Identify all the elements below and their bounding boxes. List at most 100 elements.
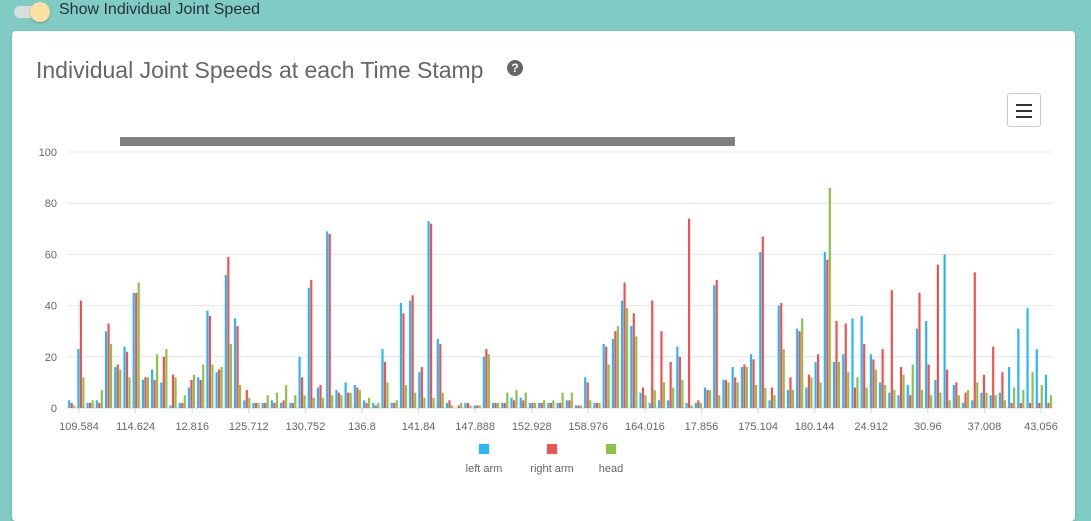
bar-left-arm — [206, 310, 209, 408]
bar-head — [275, 392, 279, 408]
bar-left-arm — [556, 402, 559, 408]
bar-left-arm — [639, 392, 642, 408]
x-tick-label: 17.856 — [685, 421, 719, 433]
bar-head — [395, 400, 398, 408]
chart-menu-button[interactable] — [1007, 93, 1041, 127]
x-tick-label: 152.928 — [512, 421, 552, 433]
x-tick-label: 125.712 — [229, 421, 269, 433]
bar-head — [570, 392, 573, 408]
bar-head — [515, 390, 518, 408]
bar-right-arm — [125, 351, 129, 408]
bar-head — [1003, 400, 1006, 408]
bar-head — [902, 374, 905, 408]
bar-left-arm — [888, 392, 891, 408]
bar-right-arm — [697, 400, 700, 408]
bar-head — [524, 392, 527, 408]
bar-right-arm — [199, 379, 202, 408]
bar-left-arm — [851, 318, 854, 408]
legend-swatch-left-arm — [479, 444, 489, 454]
bar-head — [1022, 390, 1025, 408]
bar-right-arm — [946, 369, 949, 408]
y-tick-label: 0 — [51, 403, 57, 415]
bar-left-arm — [519, 397, 522, 408]
x-tick-label: 130.752 — [285, 421, 325, 433]
bar-left-arm — [740, 367, 743, 408]
bar-left-arm — [768, 400, 771, 408]
bar-left-arm — [869, 354, 872, 408]
bar-left-arm — [860, 315, 863, 408]
bar-left-arm — [68, 400, 71, 408]
bar-right-arm — [116, 364, 119, 408]
bar-left-arm — [326, 231, 329, 408]
bar-left-arm — [722, 379, 725, 408]
bar-head — [782, 349, 785, 408]
bar-left-arm — [399, 303, 403, 408]
bar-right-arm — [448, 400, 451, 408]
hamburger-menu-icon — [1016, 104, 1032, 106]
bar-head — [100, 390, 103, 408]
bar-left-arm — [934, 379, 937, 408]
bar-head — [948, 400, 951, 408]
bar-right-arm — [798, 331, 801, 408]
bar-right-arm — [1001, 372, 1004, 408]
toggle-knob[interactable] — [30, 2, 50, 22]
bar-head — [874, 369, 877, 408]
bar-right-arm — [236, 326, 239, 408]
y-tick-label: 20 — [45, 352, 57, 364]
bar-right-arm — [992, 346, 995, 408]
y-tick-label: 60 — [45, 249, 57, 261]
bar-head — [662, 382, 666, 408]
bar-left-arm — [998, 392, 1002, 408]
bar-right-arm — [181, 402, 184, 408]
bar-head — [109, 344, 113, 408]
bar-head — [911, 364, 914, 408]
bar-left-arm — [648, 402, 651, 408]
bar-head — [248, 397, 251, 408]
bar-head — [478, 405, 481, 408]
bar-right-arm — [365, 402, 368, 408]
bar-right-arm — [411, 295, 414, 408]
bar-right-arm — [651, 300, 654, 408]
bar-left-arm — [925, 320, 928, 408]
bar-left-arm — [344, 382, 347, 408]
bar-right-arm — [503, 402, 506, 408]
bar-head — [303, 395, 306, 408]
bar-right-arm — [319, 384, 322, 408]
x-tick-label: 158.976 — [568, 421, 608, 433]
x-tick-label: 136.8 — [348, 421, 376, 433]
bar-head — [423, 397, 426, 408]
bar-left-arm — [86, 402, 89, 408]
bar-head — [644, 395, 647, 408]
bar-right-arm — [789, 377, 792, 408]
bar-left-arm — [501, 402, 504, 408]
bar-left-arm — [243, 400, 246, 408]
bar-right-arm — [402, 313, 405, 408]
bar-left-arm — [657, 400, 661, 408]
bar-head — [460, 402, 463, 408]
bar-head — [220, 367, 223, 408]
bar-left-arm — [381, 349, 384, 408]
bar-head — [543, 400, 546, 408]
bar-left-arm — [418, 372, 421, 408]
bar-right-arm — [300, 377, 304, 408]
bar-head — [847, 372, 850, 408]
bar-left-arm — [538, 402, 541, 408]
bar-left-arm — [1026, 308, 1029, 408]
bar-head — [635, 336, 638, 408]
bar-right-arm — [227, 256, 230, 408]
bar-head — [358, 390, 361, 408]
bar-head — [119, 369, 122, 408]
bar-left-arm — [445, 402, 449, 408]
help-icon[interactable]: ? — [507, 60, 523, 76]
bar-left-arm — [427, 221, 430, 408]
bar-right-arm — [540, 402, 543, 408]
bar-head — [616, 326, 619, 408]
joint-speed-toggle[interactable] — [14, 2, 50, 22]
bar-right-arm — [614, 331, 617, 408]
bar-left-arm — [160, 382, 163, 408]
bar-head — [837, 361, 841, 408]
bar-right-arm — [568, 400, 571, 408]
bar-right-arm — [586, 382, 589, 408]
bar-right-arm — [863, 344, 866, 408]
bar-left-arm — [252, 402, 255, 408]
